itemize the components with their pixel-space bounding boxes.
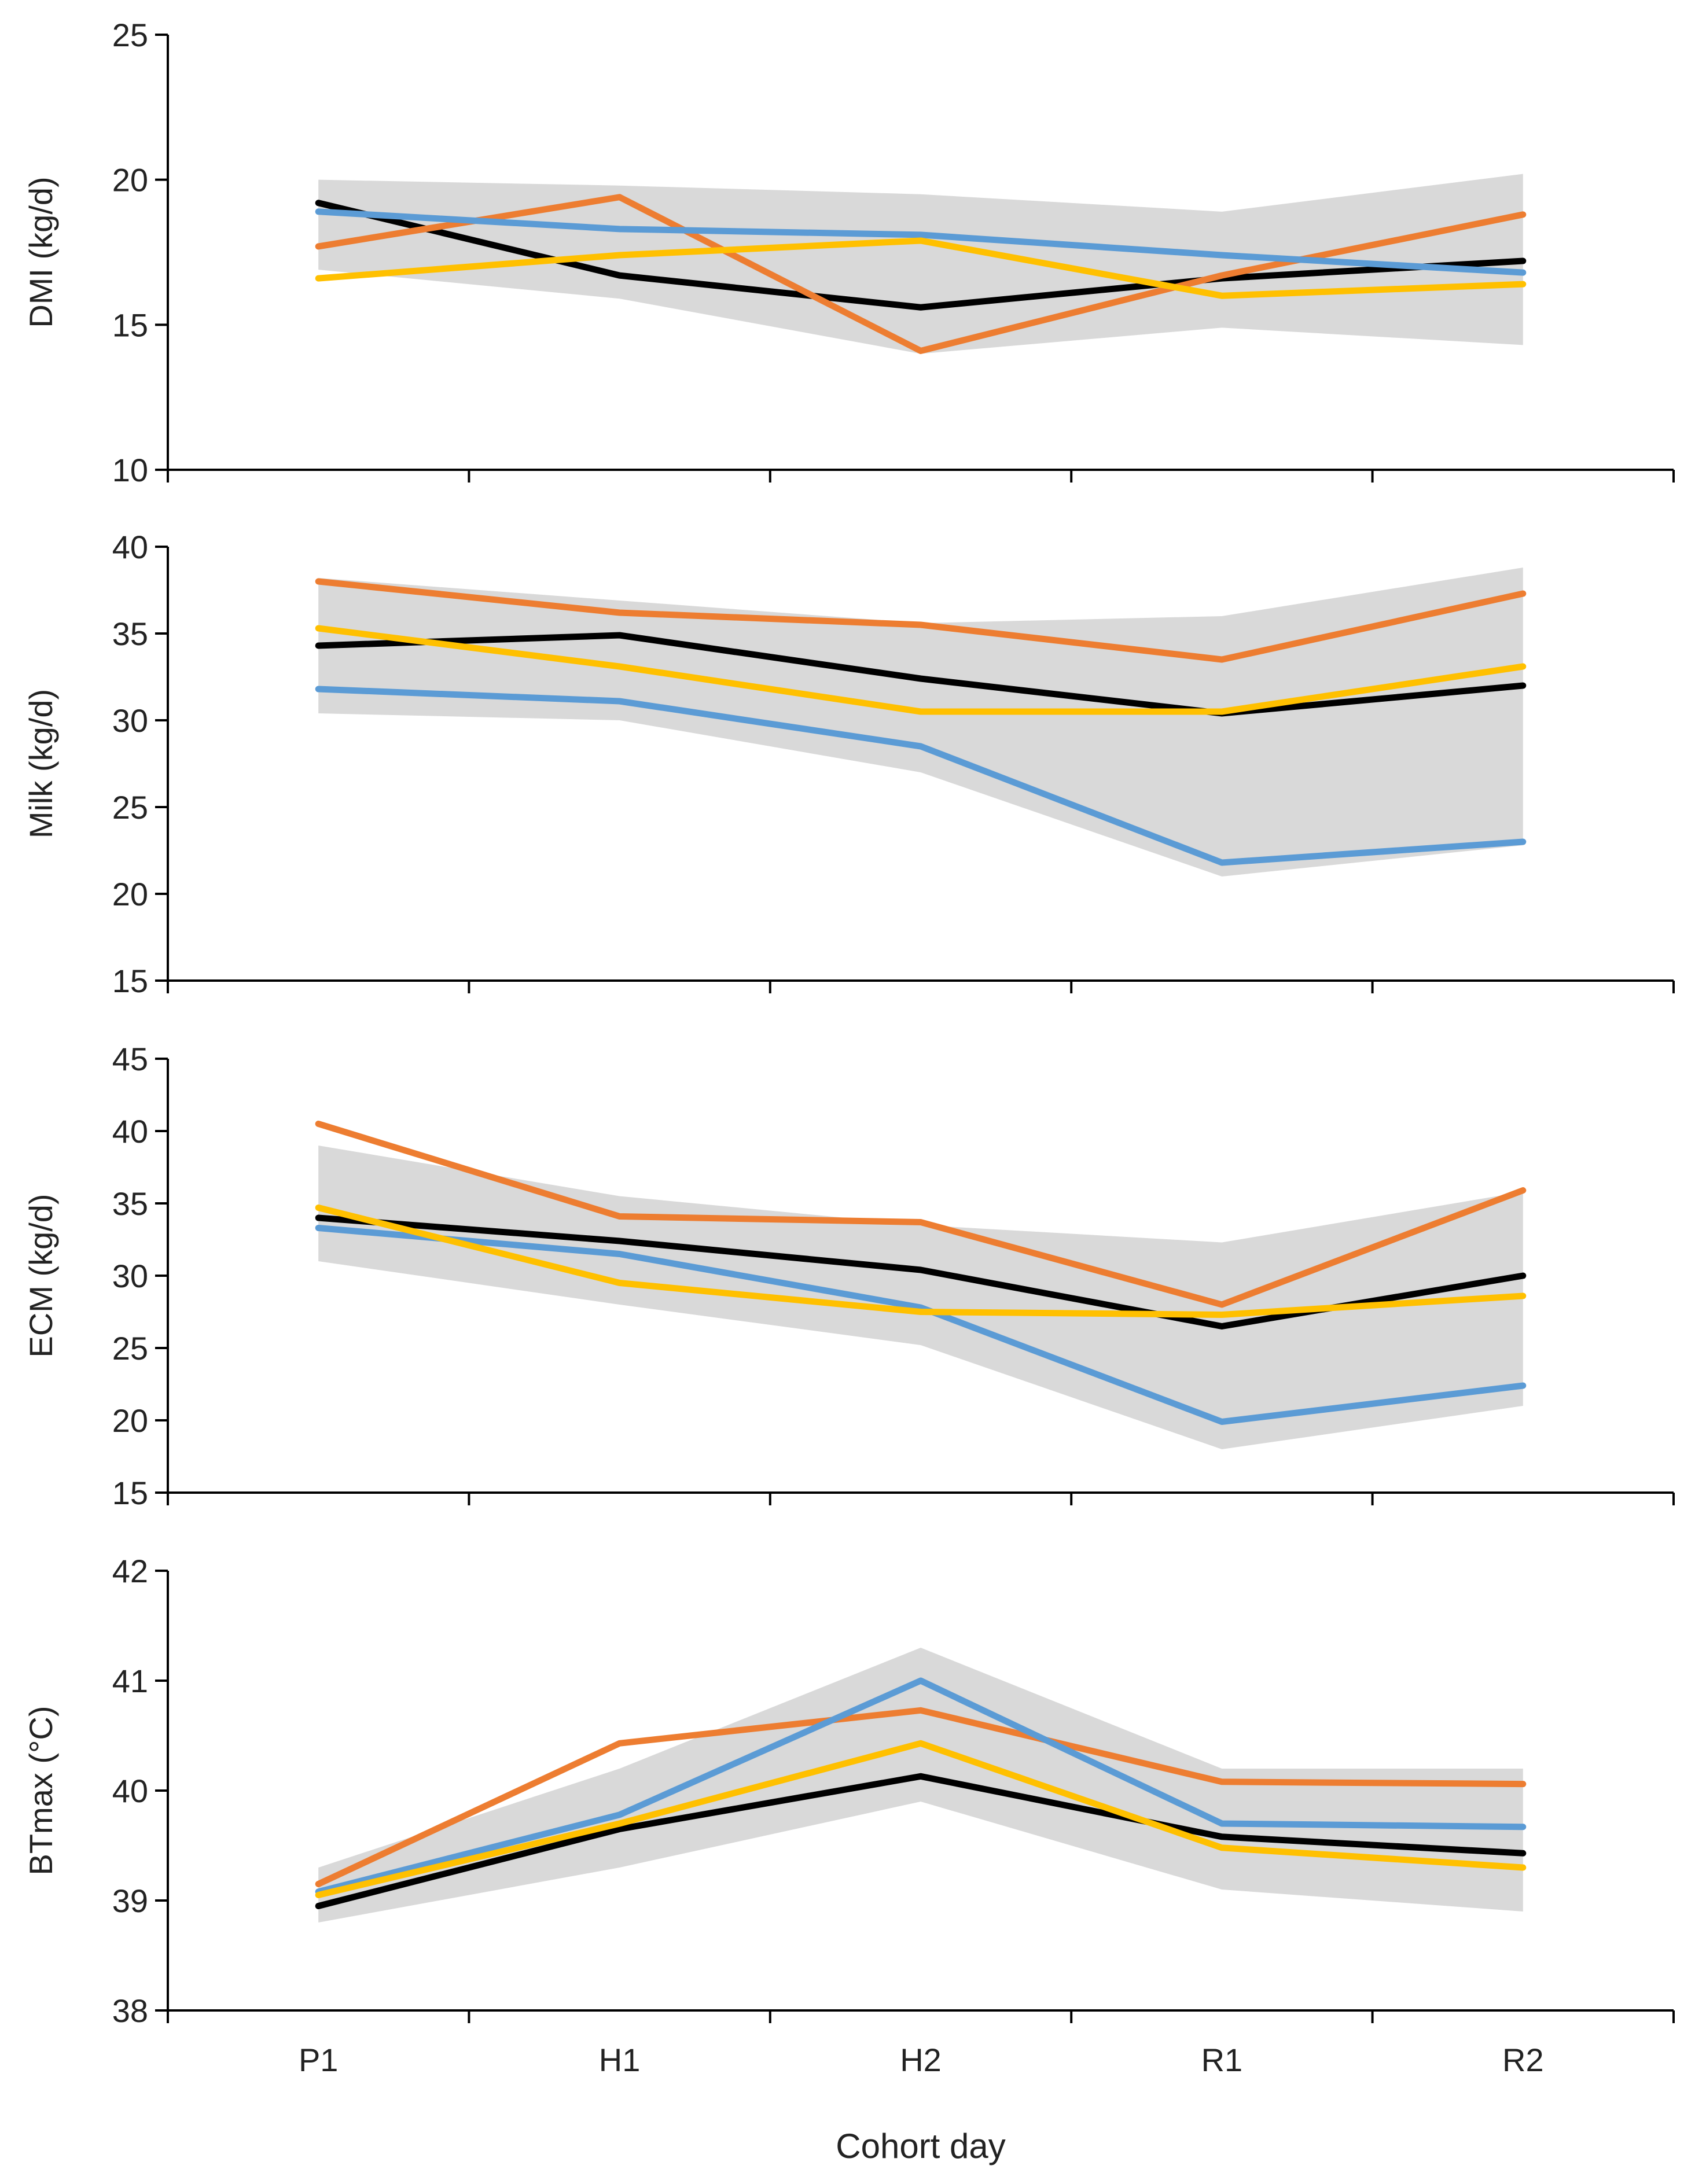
y-tick-label: 15 (112, 963, 148, 999)
series-line-orange (315, 1121, 1527, 1308)
panel-btmax-c: 38 39 40 41 42 BTmax (°C) P1 H1 H2 R1 R2 Cohort day (23, 1553, 1675, 2165)
series-line-black (315, 1773, 1527, 1909)
series-line-orange (315, 578, 1527, 663)
series-line-yellow (315, 237, 1527, 299)
series-line-blue (315, 1677, 1527, 1895)
x-axis-title: Cohort day (836, 2127, 1006, 2165)
x-tick-label: P1 (299, 2042, 339, 2078)
x-tick-label: R2 (1502, 2042, 1544, 2078)
y-axis-title: ECM (kg/d) (23, 1194, 59, 1357)
series-line-blue (315, 1225, 1527, 1425)
series-line-orange (315, 1707, 1527, 1887)
y-tick-label: 15 (112, 307, 148, 343)
series-line-yellow (315, 1740, 1527, 1898)
y-axis-title: BTmax (°C) (23, 1706, 59, 1875)
y-tick-label: 35 (112, 616, 148, 652)
y-tick-label: 25 (112, 17, 148, 53)
panel-ecm-kg-d: 15 20 25 30 35 40 45 ECM (kg/d) (23, 1041, 1675, 1511)
series-line-yellow (315, 1205, 1527, 1318)
x-tick-label: H1 (599, 2042, 641, 2078)
y-axis-title: Milk (kg/d) (23, 689, 59, 838)
series-line-blue (315, 686, 1527, 866)
y-tick-label: 15 (112, 1475, 148, 1511)
y-tick-label: 39 (112, 1883, 148, 1919)
x-tick-label: H2 (900, 2042, 942, 2078)
series-line-orange (315, 194, 1527, 354)
y-tick-label: 40 (112, 1773, 148, 1809)
y-tick-label: 10 (112, 452, 148, 488)
range-band (318, 568, 1523, 876)
y-tick-label: 42 (112, 1553, 148, 1589)
range-band (318, 1146, 1523, 1449)
series-line-black (315, 632, 1527, 717)
y-tick-label: 45 (112, 1041, 148, 1077)
series-line-black (315, 200, 1527, 311)
y-tick-label: 40 (112, 1113, 148, 1150)
y-tick-label: 25 (112, 1330, 148, 1367)
y-tick-label: 20 (112, 876, 148, 912)
series-line-blue (315, 208, 1527, 276)
range-band (318, 1648, 1523, 1922)
y-tick-label: 38 (112, 1993, 148, 2029)
y-tick-label: 30 (112, 1258, 148, 1294)
y-tick-label: 20 (112, 162, 148, 198)
panel-milk-kg-d: 15 20 25 30 35 40 Milk (kg/d) (23, 529, 1675, 999)
y-tick-label: 40 (112, 529, 148, 565)
y-tick-label: 20 (112, 1402, 148, 1439)
y-tick-label: 30 (112, 702, 148, 739)
y-axis-title: DMI (kg/d) (23, 176, 59, 327)
range-band (318, 174, 1523, 354)
x-tick-label: R1 (1201, 2042, 1243, 2078)
y-tick-label: 35 (112, 1185, 148, 1222)
y-tick-label: 25 (112, 789, 148, 826)
panel-dmi-kg-d: 10 15 20 25 DMI (kg/d) (23, 17, 1675, 488)
y-tick-label: 41 (112, 1663, 148, 1699)
series-line-yellow (315, 625, 1527, 715)
